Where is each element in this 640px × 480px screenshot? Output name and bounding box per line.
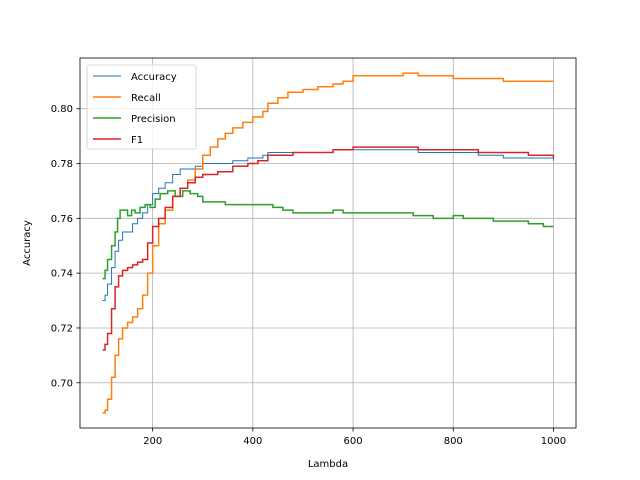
y-tick-label: 0.76	[51, 214, 73, 225]
y-tick-label: 0.80	[51, 104, 73, 115]
x-axis-label: Lambda	[308, 459, 348, 470]
legend-label-accuracy: Accuracy	[131, 72, 177, 83]
legend-label-recall: Recall	[131, 93, 161, 104]
y-tick-label: 0.78	[51, 159, 73, 170]
legend-label-f1: F1	[131, 135, 143, 146]
x-tick-label: 1000	[541, 436, 566, 447]
x-tick-label: 600	[344, 436, 363, 447]
y-tick-label: 0.70	[51, 378, 73, 389]
x-axis: 200 400 600 800 1000	[143, 428, 566, 447]
series-line-precision	[102, 190, 554, 280]
series-line-f1	[102, 146, 555, 351]
y-tick-label: 0.74	[51, 269, 73, 280]
x-tick-label: 400	[243, 436, 262, 447]
y-tick-label: 0.72	[51, 323, 73, 334]
series-line-accuracy	[102, 149, 554, 302]
series-lines	[102, 72, 555, 414]
series-line-recall	[102, 72, 554, 414]
y-axis-label: Accuracy	[22, 220, 33, 266]
legend-box	[86, 64, 197, 150]
plot-frame	[79, 57, 577, 429]
legend: Accuracy Recall Precision F1	[86, 64, 197, 150]
legend-label-precision: Precision	[131, 114, 176, 125]
x-tick-label: 200	[143, 436, 162, 447]
x-tick-label: 800	[444, 436, 463, 447]
y-axis: 0.70 0.72 0.74 0.76 0.78 0.80	[51, 104, 80, 389]
